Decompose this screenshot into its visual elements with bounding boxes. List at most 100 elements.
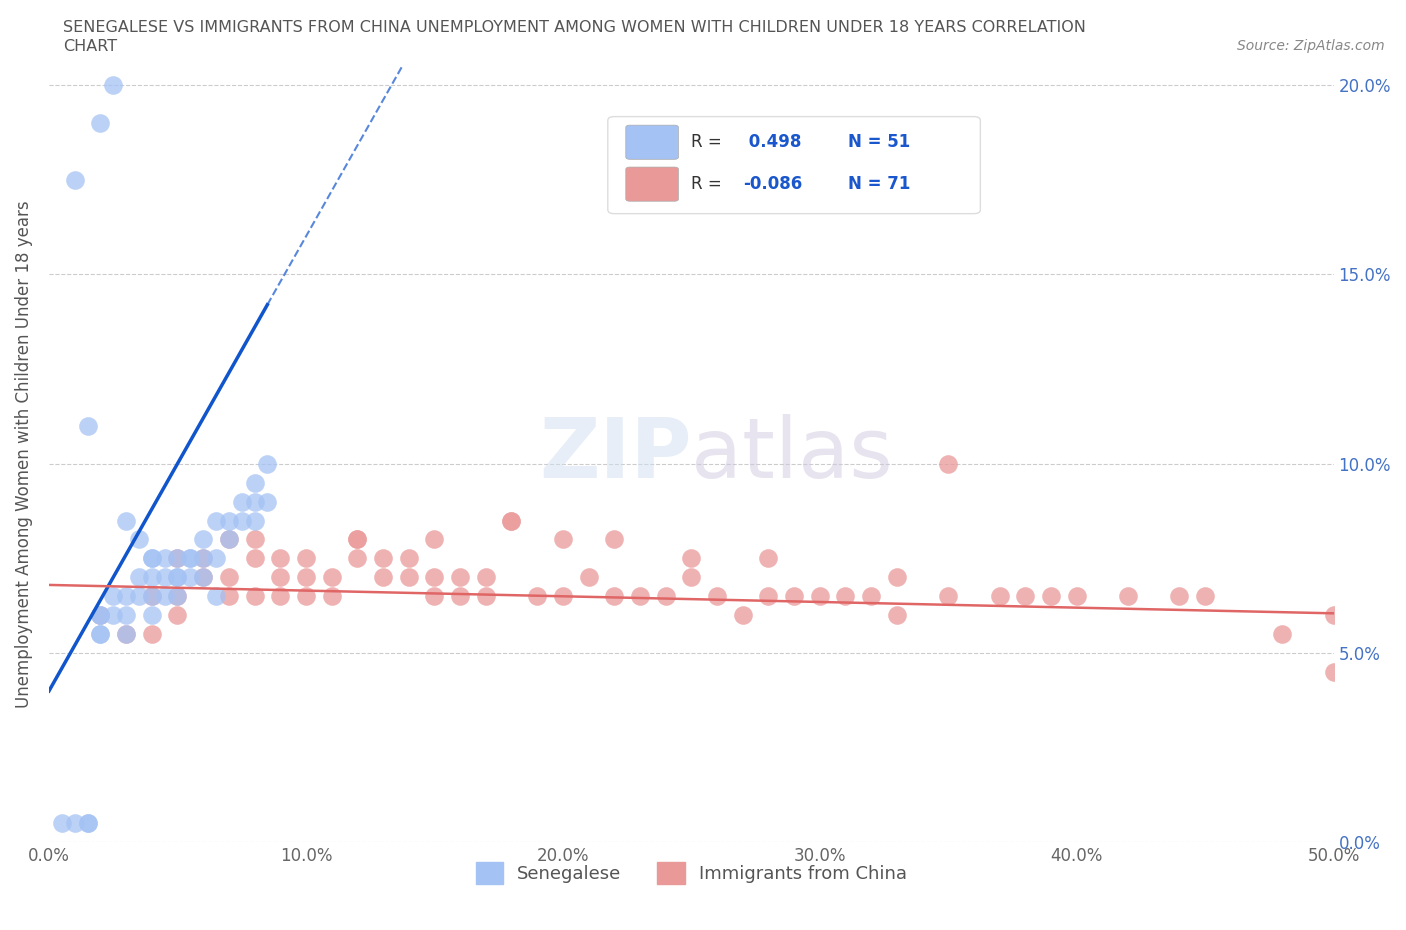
Point <box>115 608 138 623</box>
FancyBboxPatch shape <box>626 167 679 201</box>
Text: R =: R = <box>692 175 727 193</box>
Point <box>191 570 214 585</box>
Point <box>89 608 111 623</box>
Point <box>179 570 201 585</box>
Text: N = 51: N = 51 <box>848 133 910 152</box>
Point <box>141 627 163 642</box>
Point <box>886 608 908 623</box>
Point <box>256 494 278 509</box>
Point <box>141 551 163 565</box>
Point <box>295 551 318 565</box>
Point <box>706 589 728 604</box>
FancyBboxPatch shape <box>626 126 679 159</box>
Point <box>141 608 163 623</box>
Point <box>63 816 86 830</box>
Point <box>205 551 228 565</box>
Point <box>886 570 908 585</box>
Text: -0.086: -0.086 <box>742 175 801 193</box>
Point <box>141 589 163 604</box>
Point <box>398 551 420 565</box>
Point <box>89 608 111 623</box>
Point <box>141 570 163 585</box>
Point <box>988 589 1011 604</box>
Point <box>218 513 240 528</box>
Point <box>346 532 368 547</box>
Point <box>758 551 780 565</box>
Point <box>89 115 111 130</box>
Point <box>103 608 125 623</box>
Point <box>1323 608 1346 623</box>
Point <box>205 589 228 604</box>
Point <box>218 532 240 547</box>
Point <box>423 570 446 585</box>
Point <box>398 570 420 585</box>
Point <box>758 589 780 604</box>
Point <box>166 551 188 565</box>
Point <box>166 589 188 604</box>
Point <box>51 816 73 830</box>
Point <box>256 457 278 472</box>
Point <box>936 457 959 472</box>
Point <box>243 551 266 565</box>
Point <box>783 589 806 604</box>
Point <box>474 589 496 604</box>
Point <box>269 570 291 585</box>
Point <box>681 570 703 585</box>
Point <box>89 608 111 623</box>
Point <box>115 589 138 604</box>
Point <box>243 513 266 528</box>
Point <box>474 570 496 585</box>
Point <box>551 532 574 547</box>
Point <box>551 589 574 604</box>
Point <box>218 570 240 585</box>
Point <box>128 589 150 604</box>
Point <box>578 570 600 585</box>
Point <box>423 532 446 547</box>
Point <box>1194 589 1216 604</box>
Point <box>526 589 548 604</box>
Point <box>603 589 626 604</box>
Point <box>205 513 228 528</box>
Point <box>295 570 318 585</box>
Point <box>449 570 471 585</box>
Text: SENEGALESE VS IMMIGRANTS FROM CHINA UNEMPLOYMENT AMONG WOMEN WITH CHILDREN UNDER: SENEGALESE VS IMMIGRANTS FROM CHINA UNEM… <box>63 20 1087 35</box>
Point <box>243 532 266 547</box>
Point <box>191 532 214 547</box>
Point <box>1040 589 1063 604</box>
Point <box>654 589 676 604</box>
Text: R =: R = <box>692 133 727 152</box>
Point <box>321 589 343 604</box>
Point <box>191 570 214 585</box>
Point <box>269 589 291 604</box>
Point <box>628 589 651 604</box>
Point <box>76 816 98 830</box>
Point <box>141 551 163 565</box>
Point <box>808 589 831 604</box>
Point <box>603 532 626 547</box>
Point <box>63 172 86 187</box>
Point <box>218 589 240 604</box>
Point <box>166 608 188 623</box>
Point <box>76 816 98 830</box>
Y-axis label: Unemployment Among Women with Children Under 18 years: Unemployment Among Women with Children U… <box>15 201 32 708</box>
Point <box>128 570 150 585</box>
Point <box>243 589 266 604</box>
Legend: Senegalese, Immigrants from China: Senegalese, Immigrants from China <box>468 856 914 892</box>
Point <box>834 589 856 604</box>
Point <box>89 627 111 642</box>
Point <box>423 589 446 604</box>
Text: ZIP: ZIP <box>538 414 692 495</box>
FancyBboxPatch shape <box>607 116 980 214</box>
Point <box>115 627 138 642</box>
Point <box>346 551 368 565</box>
Text: atlas: atlas <box>692 414 893 495</box>
Point <box>1323 665 1346 680</box>
Text: N = 71: N = 71 <box>848 175 911 193</box>
Point <box>166 570 188 585</box>
Point <box>295 589 318 604</box>
Point <box>153 589 176 604</box>
Point <box>89 627 111 642</box>
Point <box>153 570 176 585</box>
Point <box>731 608 754 623</box>
Point <box>371 570 394 585</box>
